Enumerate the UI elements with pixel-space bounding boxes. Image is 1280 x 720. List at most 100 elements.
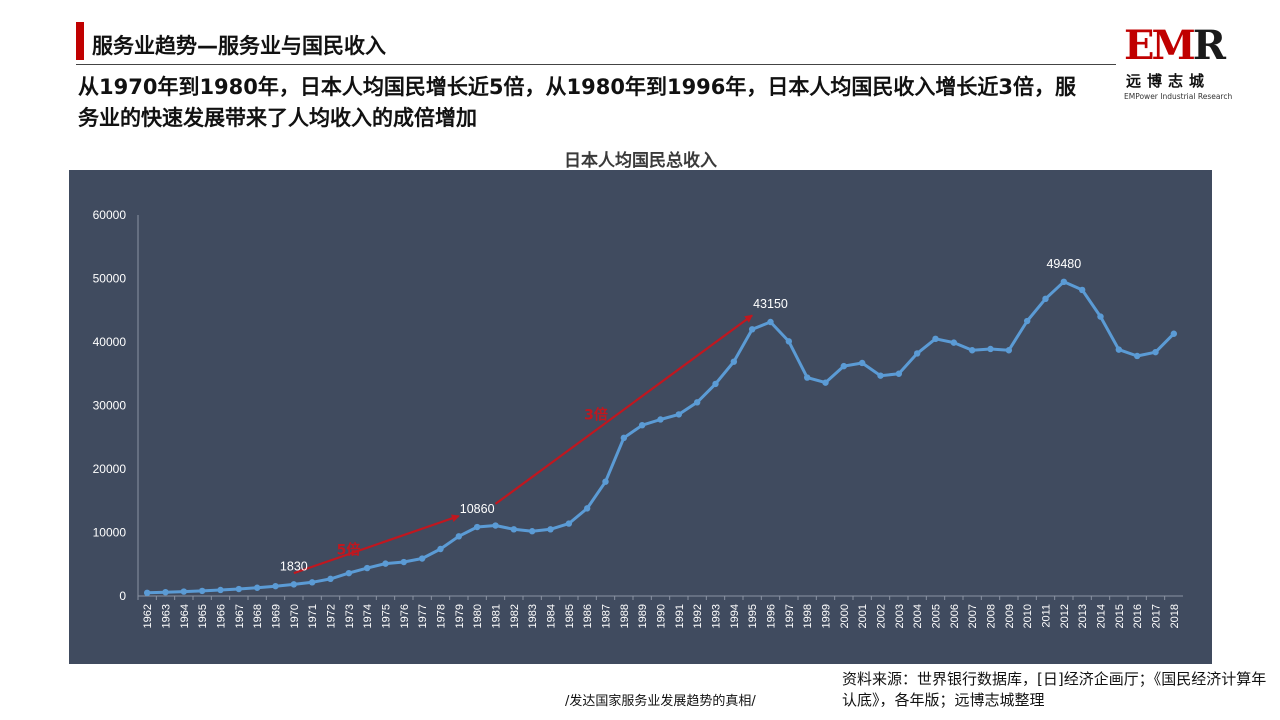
x-tick-label: 1963 (161, 604, 173, 628)
data-point (968, 347, 976, 354)
data-point (400, 558, 408, 566)
x-tick-label: 2001 (857, 604, 869, 628)
x-tick-label: 1967 (234, 604, 246, 628)
logo-chinese-name: 远博志城 (1126, 72, 1211, 90)
x-tick-label: 1969 (271, 604, 283, 628)
data-point (528, 528, 536, 535)
x-tick-label: 1975 (381, 604, 393, 628)
data-point (1133, 352, 1141, 360)
data-point (547, 526, 554, 533)
section-title: 服务业趋势—服务业与国民收入 (92, 34, 386, 58)
data-point (180, 588, 188, 595)
x-tick-label: 1995 (747, 604, 759, 628)
report-series-label: /发达国家服务业发展趋势的真相/ (565, 694, 756, 709)
data-point (1115, 346, 1123, 353)
data-point (437, 545, 444, 553)
data-point (657, 416, 664, 423)
logo-english-name: EMPower Industrial Research (1124, 92, 1233, 101)
x-tick-label: 1962 (142, 604, 154, 628)
x-tick-label: 1999 (821, 604, 833, 628)
data-point (565, 520, 573, 527)
growth-annotation-label: 3倍 (584, 407, 608, 424)
headline: 从1970年到1980年，日本人均国民增长近5倍，从1980年到1996年，日本… (78, 75, 1077, 130)
y-tick-label: 30000 (93, 399, 127, 413)
data-source-note: 资料来源：世界银行数据库，[日]经济企画厅；《国民经济计算年认底》，各年版；远博… (842, 670, 1267, 709)
logo-letter-e: E (1124, 22, 1154, 69)
x-tick-label: 1971 (307, 604, 319, 628)
data-point (895, 370, 903, 377)
y-tick-label: 20000 (93, 462, 127, 476)
y-tick-label: 60000 (93, 208, 127, 222)
data-point (638, 421, 646, 429)
data-point (1060, 278, 1068, 286)
data-point (932, 335, 939, 343)
x-tick-label: 2008 (986, 604, 998, 628)
logo-letter-m: M (1151, 22, 1196, 69)
x-tick-label: 2013 (1077, 604, 1089, 628)
x-tick-label: 1978 (436, 604, 448, 628)
y-tick-label: 0 (119, 589, 126, 603)
data-point (162, 588, 169, 596)
x-tick-label: 1996 (766, 604, 778, 628)
y-tick-label: 10000 (93, 526, 127, 540)
data-point (693, 399, 701, 406)
data-point (363, 564, 371, 572)
x-tick-label: 1981 (491, 604, 503, 628)
x-tick-label: 1989 (637, 604, 649, 628)
x-tick-label: 1994 (729, 604, 741, 628)
data-point (1023, 317, 1031, 325)
data-point (143, 589, 151, 597)
x-tick-label: 1988 (619, 604, 631, 628)
data-point (748, 326, 756, 333)
x-tick-label: 1977 (417, 604, 429, 628)
line-chart: 0 10000 20000 30000 40000 50000 60000 1962 1963 1… (93, 208, 1183, 628)
data-point (602, 478, 609, 485)
data-label: 10860 (460, 502, 495, 516)
x-tick-label: 2015 (1114, 604, 1126, 628)
growth-arrow (494, 314, 753, 505)
data-point (253, 584, 261, 591)
data-point (1078, 286, 1086, 294)
data-label: 43150 (753, 297, 788, 311)
data-point (327, 575, 334, 583)
data-point (345, 569, 353, 577)
data-point (620, 434, 628, 442)
x-tick-label: 2010 (1022, 604, 1034, 628)
data-point (217, 586, 224, 594)
data-point (1170, 330, 1178, 337)
x-tick-label: 2002 (876, 604, 888, 628)
x-tick-label: 1976 (399, 604, 411, 628)
x-tick-label: 1982 (509, 604, 521, 628)
company-logo: EMR 远博志城 EMPower Industrial Research (1124, 24, 1244, 104)
data-point (987, 345, 994, 353)
x-tick-label: 1993 (711, 604, 723, 628)
x-tick-label: 1968 (252, 604, 264, 628)
x-tick-label: 2000 (839, 604, 851, 628)
data-point (1097, 313, 1104, 320)
data-point (492, 522, 499, 529)
growth-annotation-label: 5倍 (337, 542, 361, 559)
x-tick-label: 1965 (197, 604, 209, 628)
x-tick-label: 2005 (931, 604, 943, 628)
data-point (950, 339, 958, 346)
x-tick-label: 2016 (1132, 604, 1144, 628)
data-point (418, 555, 426, 562)
data-point (510, 526, 518, 533)
x-tick-label: 1987 (601, 604, 613, 628)
header-divider (76, 64, 1116, 65)
data-point (1042, 295, 1049, 303)
data-point (1152, 348, 1159, 356)
data-point (822, 379, 829, 386)
x-tick-label: 1998 (802, 604, 814, 628)
data-point (473, 523, 481, 531)
series-line (147, 280, 1175, 595)
data-point (235, 585, 243, 593)
data-point (785, 338, 793, 345)
data-point (198, 587, 206, 595)
x-tick-label: 2017 (1151, 604, 1163, 628)
data-point (840, 362, 848, 370)
x-tick-label: 1972 (326, 604, 338, 628)
growth-arrow (293, 514, 460, 575)
x-tick-label: 1980 (472, 604, 484, 628)
x-tick-label: 2009 (1004, 604, 1016, 628)
